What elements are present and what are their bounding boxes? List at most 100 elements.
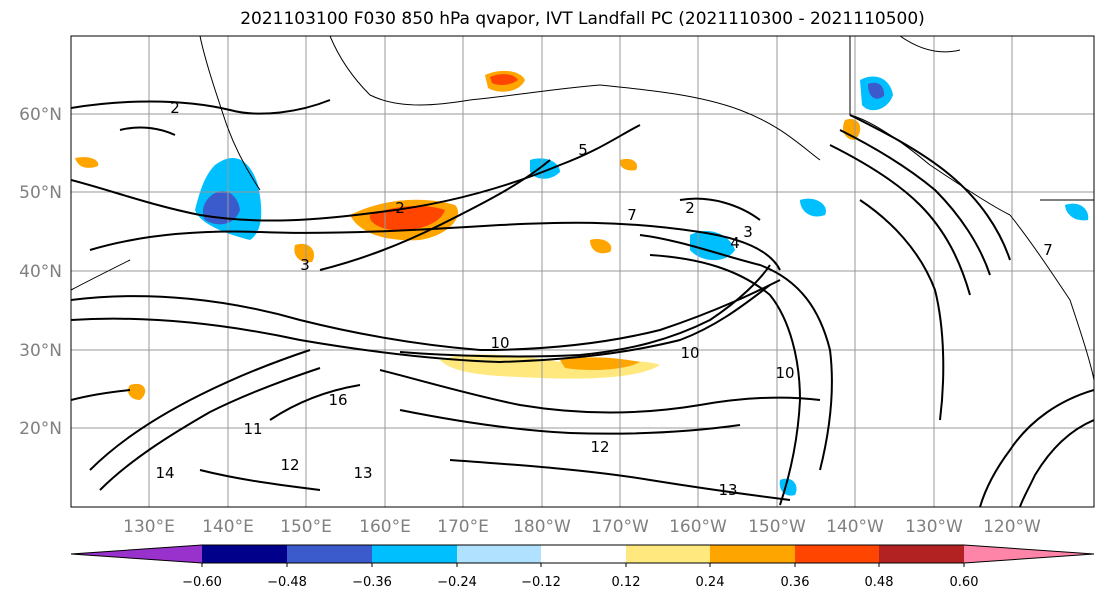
colorbar-segment: [879, 545, 964, 563]
contour-label: 13: [353, 464, 372, 482]
map-gridlines: [71, 36, 1094, 507]
longitude-labels: 130°E 140°E 150°E 160°E 170°E 180°W 170°W 160°W…: [123, 517, 1041, 537]
colorbar: [70, 544, 1095, 564]
ivt-contours: [71, 99, 1094, 507]
contour-label: 11: [243, 420, 262, 438]
shade-blob: [690, 230, 735, 261]
coastline: [199, 36, 261, 191]
contour-label: 5: [578, 141, 588, 159]
contour-line: [71, 124, 641, 222]
contour-label: 10: [680, 344, 699, 362]
contour-label: 7: [627, 206, 637, 224]
map-frame: [70, 35, 1095, 508]
colorbar-segment: [287, 545, 372, 563]
shade-blob: [490, 74, 518, 85]
colorbar-segment: [795, 545, 879, 563]
contour-line: [119, 126, 176, 136]
colorbar-segment: [372, 545, 457, 563]
lon-label: 130°E: [123, 517, 175, 537]
colorbar-tick-label: −0.48: [267, 575, 307, 590]
contour-line: [379, 369, 821, 414]
lon-label: 140°E: [202, 517, 254, 537]
contour-line: [639, 234, 833, 471]
lon-label: 160°E: [359, 517, 411, 537]
contour-label: 2: [395, 199, 405, 217]
shade-blob: [369, 205, 445, 231]
contour-line: [399, 409, 741, 435]
contour-label: 16: [328, 391, 347, 409]
contour-label: 4: [730, 234, 740, 252]
coastline: [849, 36, 1011, 216]
colorbar-segment: [964, 545, 1094, 563]
contour-label: 12: [280, 456, 299, 474]
coastline: [599, 84, 821, 161]
contour-line: [679, 197, 761, 221]
colorbar-tick-label: 0.12: [612, 575, 641, 590]
contour-line: [71, 284, 771, 364]
contour-line: [71, 389, 131, 401]
contour-label: 3: [300, 256, 310, 274]
lat-label: 60°N: [19, 105, 62, 125]
colorbar-tick-label: 0.36: [781, 575, 810, 590]
lat-label: 40°N: [19, 262, 62, 282]
latitude-labels: 60°N 50°N 40°N 30°N 20°N: [19, 105, 62, 439]
colorbar-tick-label: −0.24: [437, 575, 477, 590]
contour-line: [89, 349, 311, 471]
lat-label: 50°N: [19, 183, 62, 203]
colorbar-tick-label: −0.60: [182, 575, 222, 590]
contour-line: [199, 469, 321, 491]
shade-blob: [868, 82, 885, 99]
colorbar-segment: [626, 545, 710, 563]
colorbar-segment: [710, 545, 795, 563]
coastline: [1009, 214, 1094, 381]
contour-label: 12: [590, 438, 609, 456]
contour-line: [319, 159, 551, 271]
colorbar-tick-label: −0.12: [521, 575, 561, 590]
map-title: 2021103100 F030 850 hPa qvapor, IVT Land…: [240, 9, 925, 29]
lon-label: 120°W: [983, 517, 1041, 537]
colorbar-tick-labels: −0.60 −0.48 −0.36 −0.24 −0.12 0.12 0.24 0.36 0.4…: [182, 563, 978, 590]
contour-label: 2: [685, 199, 695, 217]
shade-blob: [800, 198, 826, 217]
contour-label: 13: [718, 481, 737, 499]
lat-label: 30°N: [19, 341, 62, 361]
coastline: [71, 259, 131, 291]
contour-label: 7: [1043, 241, 1053, 259]
colorbar-segment: [541, 545, 626, 563]
contour-label: 14: [155, 464, 174, 482]
lon-label: 150°E: [280, 517, 332, 537]
contour-line: [839, 129, 991, 276]
contour-line: [99, 367, 321, 491]
coastline: [329, 36, 601, 106]
lon-label: 150°W: [748, 517, 806, 537]
contour-line: [1019, 419, 1094, 507]
colorbar-tick-label: −0.36: [352, 575, 392, 590]
colorbar-segment: [202, 545, 287, 563]
shade-blob: [75, 157, 99, 168]
contour-line: [89, 221, 781, 271]
contour-line: [269, 384, 361, 421]
colorbar-tick-label: 0.48: [865, 575, 894, 590]
contour-line: [71, 279, 781, 352]
contour-label: 2: [170, 99, 180, 117]
shade-blob: [440, 354, 660, 379]
contour-line: [71, 99, 331, 115]
lat-label: 20°N: [19, 419, 62, 439]
lon-label: 180°W: [513, 517, 571, 537]
lon-label: 170°W: [591, 517, 649, 537]
contour-label: 3: [743, 223, 753, 241]
lon-label: 170°E: [437, 517, 489, 537]
shade-blob: [128, 383, 146, 400]
coastline: [899, 36, 961, 53]
contour-line: [649, 254, 802, 506]
lon-label: 140°W: [826, 517, 884, 537]
lon-label: 130°W: [905, 517, 963, 537]
contour-label: 10: [490, 334, 509, 352]
shade-blob: [619, 158, 638, 171]
contour-line: [449, 459, 791, 501]
colorbar-segment: [457, 545, 541, 563]
contour-line: [859, 199, 945, 421]
